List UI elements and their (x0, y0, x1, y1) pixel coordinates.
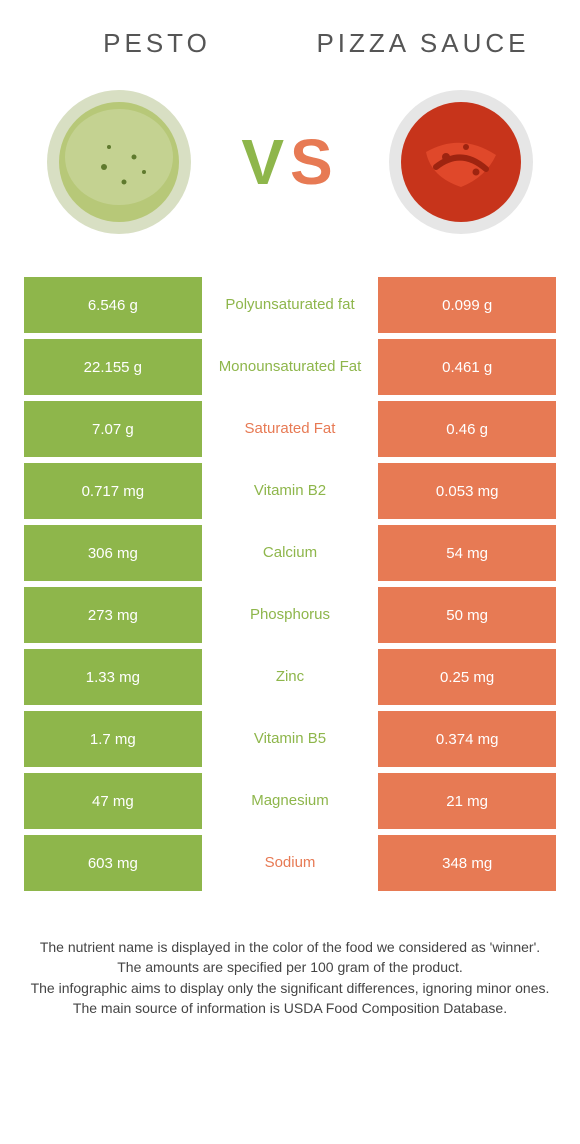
table-row: 7.07 gSaturated Fat0.46 g (24, 401, 556, 457)
right-value-cell: 50 mg (378, 587, 556, 643)
vs-label: VS (241, 125, 338, 199)
nutrient-label-cell: Calcium (202, 525, 379, 581)
nutrient-label-cell: Phosphorus (202, 587, 379, 643)
left-value-cell: 7.07 g (24, 401, 202, 457)
table-row: 47 mgMagnesium21 mg (24, 773, 556, 829)
nutrient-label-cell: Saturated Fat (202, 401, 379, 457)
table-row: 603 mgSodium348 mg (24, 835, 556, 891)
nutrient-label-cell: Magnesium (202, 773, 379, 829)
right-value-cell: 0.099 g (378, 277, 556, 333)
table-body: 6.546 gPolyunsaturated fat0.099 g 22.155 … (24, 277, 556, 891)
infographic-container: PESTO PIZZA SAUCE VS (0, 0, 580, 1038)
table-row: 306 mgCalcium54 mg (24, 525, 556, 581)
nutrient-label-cell: Polyunsaturated fat (202, 277, 379, 333)
nutrient-label-cell: Sodium (202, 835, 379, 891)
right-value-cell: 348 mg (378, 835, 556, 891)
table-row: 1.7 mgVitamin B50.374 mg (24, 711, 556, 767)
left-value-cell: 1.7 mg (24, 711, 202, 767)
vs-s: S (290, 125, 339, 199)
right-value-cell: 54 mg (378, 525, 556, 581)
right-value-cell: 0.374 mg (378, 711, 556, 767)
footnote-line: The amounts are specified per 100 gram o… (28, 957, 552, 977)
hero-row: VS (24, 77, 556, 247)
left-value-cell: 603 mg (24, 835, 202, 891)
pizza-sauce-image (376, 77, 546, 247)
table-row: 22.155 gMonounsaturated Fat0.461 g (24, 339, 556, 395)
left-value-cell: 273 mg (24, 587, 202, 643)
title-right: PIZZA SAUCE (290, 28, 556, 59)
footnote-line: The nutrient name is displayed in the co… (28, 937, 552, 957)
right-value-cell: 0.053 mg (378, 463, 556, 519)
nutrient-label-cell: Zinc (202, 649, 379, 705)
left-value-cell: 6.546 g (24, 277, 202, 333)
title-left: PESTO (24, 28, 290, 59)
table-row: 6.546 gPolyunsaturated fat0.099 g (24, 277, 556, 333)
table-row: 0.717 mgVitamin B20.053 mg (24, 463, 556, 519)
left-value-cell: 0.717 mg (24, 463, 202, 519)
comparison-table: 6.546 gPolyunsaturated fat0.099 g 22.155 … (24, 271, 556, 897)
left-value-cell: 1.33 mg (24, 649, 202, 705)
right-value-cell: 0.46 g (378, 401, 556, 457)
left-value-cell: 47 mg (24, 773, 202, 829)
vs-v: V (241, 125, 290, 199)
nutrient-label-cell: Vitamin B2 (202, 463, 379, 519)
footnote-line: The infographic aims to display only the… (28, 978, 552, 998)
table-row: 273 mgPhosphorus50 mg (24, 587, 556, 643)
left-value-cell: 306 mg (24, 525, 202, 581)
title-row: PESTO PIZZA SAUCE (24, 28, 556, 59)
right-value-cell: 21 mg (378, 773, 556, 829)
footnote-line: The main source of information is USDA F… (28, 998, 552, 1018)
right-value-cell: 0.25 mg (378, 649, 556, 705)
nutrient-label-cell: Vitamin B5 (202, 711, 379, 767)
left-value-cell: 22.155 g (24, 339, 202, 395)
pesto-image (34, 77, 204, 247)
table-row: 1.33 mgZinc0.25 mg (24, 649, 556, 705)
nutrient-label-cell: Monounsaturated Fat (202, 339, 379, 395)
footnotes: The nutrient name is displayed in the co… (24, 937, 556, 1018)
right-value-cell: 0.461 g (378, 339, 556, 395)
